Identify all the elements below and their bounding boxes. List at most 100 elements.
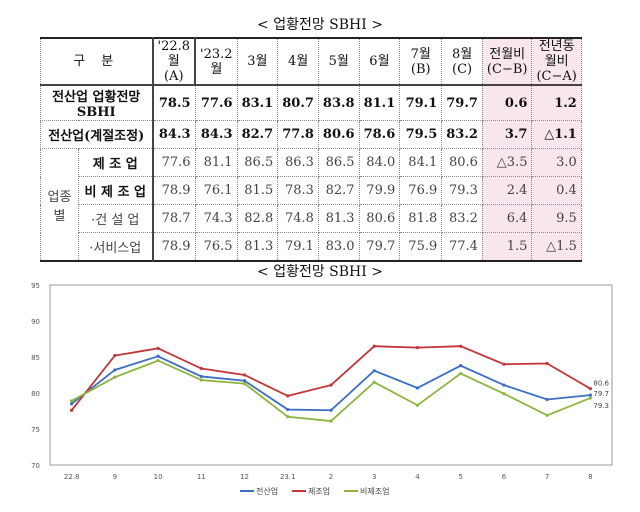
data-point <box>70 408 74 412</box>
value-cell: 81.1 <box>358 84 401 121</box>
y-tick-label: 85 <box>31 354 40 362</box>
value-cell: 79.7 <box>358 232 401 262</box>
data-point <box>588 396 592 400</box>
value-cell: △1.5 <box>531 232 582 262</box>
x-tick-label: 7 <box>545 473 549 481</box>
legend-item: 전산업 <box>256 486 278 496</box>
data-point <box>545 361 549 366</box>
data-point <box>70 402 74 406</box>
value-cell: 76.9 <box>399 176 443 205</box>
row-label: ·건 설 업 <box>78 204 154 233</box>
value-cell: 3.0 <box>531 148 582 177</box>
row-label: 전산업(계절조정) <box>40 120 154 149</box>
table-row: 비 제 조 업 78.9 76.1 81.5 78.3 82.7 79.9 76.9 79.3 2… <box>41 176 582 205</box>
data-point <box>113 375 117 379</box>
value-cell: 80.6 <box>358 204 401 233</box>
x-tick-label: 22.8 <box>64 473 80 481</box>
header-cell: 7월 (B) <box>399 37 443 86</box>
group-label: 업종별 <box>40 148 79 262</box>
data-point <box>545 397 549 402</box>
y-tick-label: 75 <box>31 426 40 434</box>
data-point <box>372 380 376 384</box>
series-line-1 <box>70 345 591 411</box>
value-cell: 77.6 <box>194 84 238 121</box>
value-cell: 78.5 <box>152 84 196 121</box>
value-cell: 79.5 <box>399 120 443 149</box>
data-point <box>286 407 290 412</box>
data-point <box>502 392 506 396</box>
value-cell: 83.8 <box>317 84 360 121</box>
series-line-2 <box>71 359 591 423</box>
value-cell: 82.8 <box>236 204 279 233</box>
value-cell: 9.5 <box>531 204 582 233</box>
value-cell: 81.3 <box>317 204 360 233</box>
value-cell: 74.3 <box>194 204 238 233</box>
value-cell: 83.2 <box>441 204 483 233</box>
y-tick-label: 70 <box>31 462 40 470</box>
x-tick-label: 11 <box>197 473 206 481</box>
value-cell: 78.7 <box>152 204 196 233</box>
end-label: 79.7 <box>593 390 609 398</box>
end-label: 79.3 <box>593 402 609 410</box>
header-cell: 8월 (C) <box>441 37 483 86</box>
value-cell: 80.6 <box>317 120 360 149</box>
x-tick-label: 12 <box>240 473 249 481</box>
legend-item: 제조업 <box>308 487 330 496</box>
value-cell: 79.1 <box>277 232 319 262</box>
data-point <box>156 346 160 350</box>
value-cell: 82.7 <box>236 120 279 149</box>
value-cell: 84.3 <box>152 120 196 149</box>
header-cell: 전년동월비 (C−A) <box>531 37 582 86</box>
value-cell: 81.8 <box>399 204 443 233</box>
data-point <box>242 379 247 383</box>
header-cell: '22.8월 (A) <box>152 37 197 86</box>
value-cell: 76.1 <box>194 176 238 205</box>
value-cell: 81.3 <box>236 232 279 262</box>
value-cell: △1.1 <box>531 120 582 149</box>
value-cell: 1.5 <box>481 232 533 262</box>
value-cell: 83.1 <box>236 84 279 121</box>
value-cell: 82.7 <box>317 176 360 205</box>
data-point <box>242 382 247 386</box>
data-point <box>113 368 117 372</box>
line-chart: 70 75 80 85 90 95 22.8 9 10 11 12 23.1 2 3 4 5 6 7 8 79.7 전산… <box>31 282 613 496</box>
x-tick-label: 2 <box>329 473 333 481</box>
data-point <box>329 408 333 412</box>
data-point <box>156 354 160 358</box>
data-point <box>588 393 592 397</box>
value-cell: 84.3 <box>194 120 238 149</box>
table-row: 전산업 업황전망 SBHI 78.5 77.6 83.1 80.7 83.8 81.1 79.… <box>40 84 582 121</box>
value-cell: 76.5 <box>194 232 238 262</box>
value-cell: 81.1 <box>194 148 238 177</box>
data-point <box>372 344 376 348</box>
data-point <box>286 415 290 419</box>
data-point <box>459 344 463 348</box>
value-cell: 81.5 <box>236 176 279 205</box>
header-cell: 3월 <box>236 37 279 86</box>
data-point <box>199 366 203 371</box>
row-label: 제 조 업 <box>78 148 154 177</box>
data-point <box>70 399 74 403</box>
value-cell: 2.4 <box>481 176 533 205</box>
x-tick-label: 6 <box>502 473 507 481</box>
data-point <box>545 413 549 417</box>
value-cell: 78.9 <box>152 232 196 262</box>
value-cell: 6.4 <box>481 204 533 233</box>
header-cell: 5월 <box>317 37 360 86</box>
header-cell: 4월 <box>277 37 319 86</box>
value-cell: 77.4 <box>441 232 483 262</box>
value-cell: 83.0 <box>317 232 360 262</box>
data-point <box>415 403 420 407</box>
value-cell: 80.7 <box>277 84 319 121</box>
value-cell: 83.2 <box>441 120 483 149</box>
chart-title: < 업황전망 SBHI > <box>257 264 383 280</box>
data-point <box>113 353 117 358</box>
data-point <box>415 346 420 350</box>
y-tick-label: 80 <box>31 390 40 398</box>
legend-item: 비제조업 <box>360 487 389 496</box>
value-cell: 77.6 <box>152 148 196 177</box>
x-tick-label: 5 <box>458 473 462 481</box>
data-point <box>199 378 203 382</box>
table-row: 전산업(계절조정) 84.3 84.3 82.7 77.8 80.6 78.6 79.5 83.… <box>40 120 582 149</box>
value-cell: 0.6 <box>481 84 533 121</box>
